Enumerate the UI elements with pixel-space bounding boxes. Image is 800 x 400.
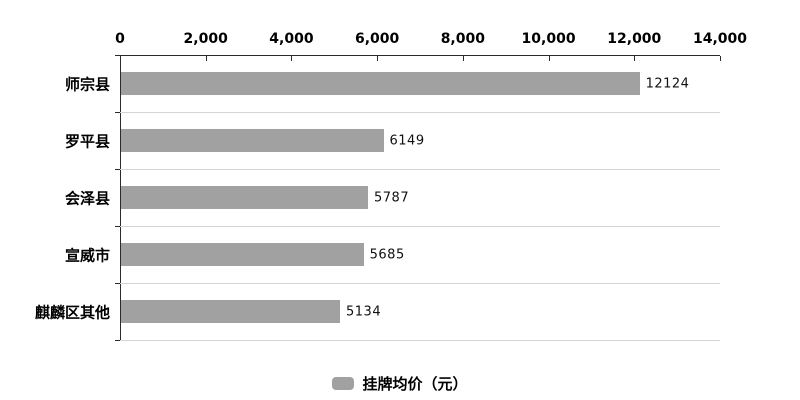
legend: 挂牌均价（元） [0, 372, 800, 394]
category-label: 罗平县 [64, 132, 110, 150]
y-tick [115, 283, 120, 284]
x-tick-label: 12,000 [607, 31, 662, 47]
x-tick [720, 56, 721, 61]
y-tick [115, 169, 120, 170]
y-tick [115, 340, 120, 341]
x-tick-label: 14,000 [692, 31, 748, 47]
gridline [120, 112, 720, 113]
x-tick [377, 56, 379, 61]
x-tick-label: 6,000 [354, 31, 400, 47]
legend-label: 挂牌均价（元） [362, 374, 468, 393]
category-label: 宣威市 [64, 246, 110, 264]
y-tick [115, 112, 120, 113]
x-tick [120, 56, 121, 61]
bar [121, 243, 364, 266]
bar-value-label: 12124 [645, 76, 690, 91]
y-tick [115, 55, 120, 56]
bar-value-label: 5685 [369, 247, 405, 262]
x-axis-line [115, 55, 720, 56]
bar [121, 300, 341, 323]
y-axis-line [120, 55, 121, 340]
x-tick-label: 10,000 [521, 31, 576, 47]
y-tick [115, 226, 120, 227]
x-tick [548, 56, 550, 61]
x-tick-label: 4,000 [269, 31, 314, 47]
category-label: 会泽县 [64, 189, 110, 207]
bar [121, 186, 368, 209]
gridline [120, 169, 720, 170]
x-tick [205, 56, 207, 61]
x-tick [462, 56, 464, 61]
bar-value-label: 5787 [374, 190, 410, 205]
x-tick-label: 2,000 [183, 31, 228, 47]
gridline [120, 226, 720, 227]
gridline [120, 283, 720, 284]
bar-value-label: 6149 [389, 133, 425, 148]
bar [121, 129, 384, 152]
x-tick [291, 56, 293, 61]
x-tick-label: 0 [115, 31, 125, 47]
category-label: 麒麟区其他 [34, 303, 110, 321]
legend-swatch-icon [332, 376, 355, 390]
x-tick-label: 8,000 [440, 31, 485, 47]
x-tick [634, 56, 636, 61]
bar [121, 72, 640, 95]
gridline [120, 340, 720, 341]
category-label: 师宗县 [64, 75, 110, 93]
bar-value-label: 5134 [346, 304, 382, 319]
